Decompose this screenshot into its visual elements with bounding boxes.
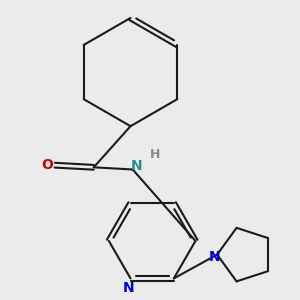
Text: O: O (41, 158, 53, 172)
Text: N: N (130, 159, 142, 173)
Text: N: N (209, 250, 221, 264)
Text: H: H (150, 148, 160, 161)
Text: N: N (122, 281, 134, 295)
